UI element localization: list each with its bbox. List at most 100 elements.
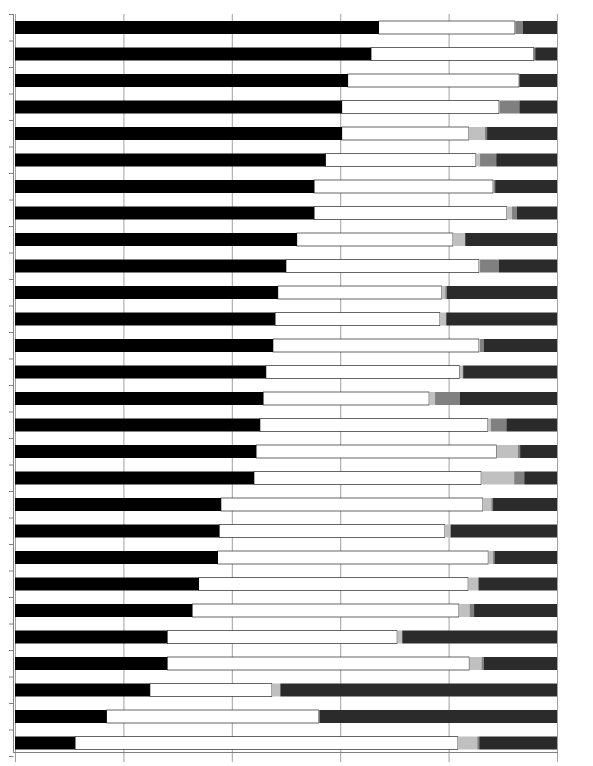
bar-row-11-segment-3: [441, 286, 446, 299]
bar-row-3-segment-2: [347, 73, 520, 88]
bar-row-2-segment-4: [533, 47, 536, 61]
bar-row-21-segment-3: [488, 551, 494, 564]
bar-row-6-segment-5: [496, 153, 557, 167]
bar-row-8-segment-3: [506, 206, 513, 220]
bar-row-21-segment-5: [494, 551, 557, 564]
bar-row-10-segment-2: [285, 259, 480, 273]
bar-row-3-segment-4: [519, 74, 520, 87]
bar-row-5-segment-1: [15, 127, 342, 140]
bar-row-6-segment-2: [325, 153, 477, 167]
bar-row-7-segment-4: [493, 180, 496, 193]
bar-row-25-segment-5: [483, 657, 557, 670]
bar-row-15-segment-2: [262, 391, 430, 406]
bar-row-13-segment-5: [483, 339, 557, 352]
bar-row-12-segment-5: [446, 312, 557, 326]
bar-row-28-segment-4: [477, 736, 480, 750]
bar-row-1-segment-4: [515, 21, 523, 34]
bar-row-11-segment-2: [277, 285, 442, 300]
bar-row-18-segment-3: [481, 471, 515, 485]
bar-row-10-segment-5: [499, 259, 557, 273]
bar-row-17-segment-3: [496, 445, 518, 458]
bar-row-17-segment-5: [520, 445, 557, 458]
bar-row-13-segment-3: [478, 339, 481, 352]
bar-row-23-segment-2: [191, 603, 460, 618]
bar-row-22-segment-5: [478, 577, 557, 591]
bar-row-9-segment-5: [465, 233, 557, 246]
bar-row-22-segment-4: [477, 577, 479, 591]
bar-row-16-segment-1: [15, 418, 260, 432]
bar-row-1-segment-3: [514, 21, 516, 34]
bar-row-1-segment-1: [15, 21, 379, 34]
bar-row-12-segment-4: [445, 312, 447, 326]
bar-row-26-segment-4: [280, 683, 281, 697]
bar-row-23-segment-1: [15, 604, 193, 617]
bar-row-13-segment-2: [272, 338, 480, 353]
bar-row-10-segment-4: [480, 259, 500, 273]
bar-row-7-segment-1: [15, 180, 315, 193]
bar-row-9-segment-3: [452, 233, 465, 246]
bar-row-21-segment-1: [15, 551, 218, 564]
bar-row-27-segment-2: [106, 709, 319, 724]
bar-row-11-segment-1: [15, 286, 278, 299]
bar-row-11-segment-4: [445, 286, 447, 299]
bar-row-23-segment-4: [469, 604, 475, 617]
bar-row-28-segment-5: [479, 736, 557, 750]
bar-row-24-segment-3: [397, 630, 402, 644]
bar-row-24-segment-5: [402, 630, 557, 644]
bar-row-16-segment-3: [487, 418, 491, 432]
bar-row-10-segment-3: [478, 259, 481, 273]
bar-row-23-segment-3: [458, 604, 470, 617]
bar-row-26-segment-1: [15, 683, 150, 697]
bar-row-13-segment-1: [15, 339, 273, 352]
bar-row-15-segment-5: [459, 392, 557, 405]
bar-row-27-segment-4: [319, 710, 320, 723]
bar-row-14-segment-3: [459, 365, 463, 379]
bar-row-24-segment-2: [167, 630, 398, 644]
bar-row-25-segment-3: [469, 657, 482, 670]
bar-row-24-segment-4: [401, 630, 403, 644]
bar-row-26-segment-3: [271, 683, 281, 697]
bar-row-5-segment-4: [484, 127, 488, 140]
bar-row-6-segment-3: [475, 153, 481, 167]
bar-row-16-segment-2: [259, 418, 488, 432]
bar-row-15-segment-3: [429, 392, 436, 405]
bar-row-6-segment-4: [480, 153, 497, 167]
bar-row-16-segment-5: [506, 418, 557, 432]
bar-row-27-segment-1: [15, 710, 107, 723]
axis-layer: [9, 14, 558, 757]
bar-row-19-segment-5: [493, 498, 557, 511]
bar-row-25-segment-2: [167, 656, 470, 671]
bar-row-9-segment-1: [15, 233, 297, 246]
bar-row-20-segment-5: [450, 524, 557, 538]
bar-row-4-segment-4: [499, 100, 520, 114]
bar-row-18-segment-4: [514, 471, 525, 485]
bar-row-2-segment-1: [15, 47, 372, 61]
bar-row-15-segment-4: [435, 392, 460, 405]
bar-row-12-segment-3: [439, 312, 446, 326]
bar-row-22-segment-3: [468, 577, 478, 591]
bar-row-25-segment-4: [481, 657, 484, 670]
bar-row-2-segment-5: [535, 47, 557, 61]
bar-row-14-segment-4: [462, 365, 464, 379]
bar-row-7-segment-2: [313, 179, 494, 194]
bar-row-4-segment-1: [15, 100, 342, 114]
bar-row-12-segment-1: [15, 312, 276, 326]
bar-row-11-segment-5: [446, 286, 557, 299]
bar-row-5-segment-2: [341, 126, 469, 141]
bar-row-4-segment-3: [499, 100, 500, 114]
grid-layer: [15, 14, 558, 762]
bar-row-20-segment-4: [450, 524, 451, 538]
bar-row-14-segment-5: [463, 365, 557, 379]
bar-row-27-segment-5: [319, 710, 557, 723]
bar-row-28-segment-3: [457, 736, 478, 750]
bar-row-8-segment-5: [516, 206, 557, 220]
bar-row-5-segment-3: [468, 127, 485, 140]
bar-row-2-segment-2: [370, 47, 534, 61]
bar-row-4-segment-5: [519, 100, 557, 114]
bar-row-14-segment-1: [15, 365, 266, 379]
bar-row-15-segment-1: [15, 392, 264, 405]
bar-row-26-segment-2: [149, 683, 273, 697]
bar-row-19-segment-4: [491, 498, 494, 511]
bar-row-8-segment-4: [512, 206, 517, 220]
